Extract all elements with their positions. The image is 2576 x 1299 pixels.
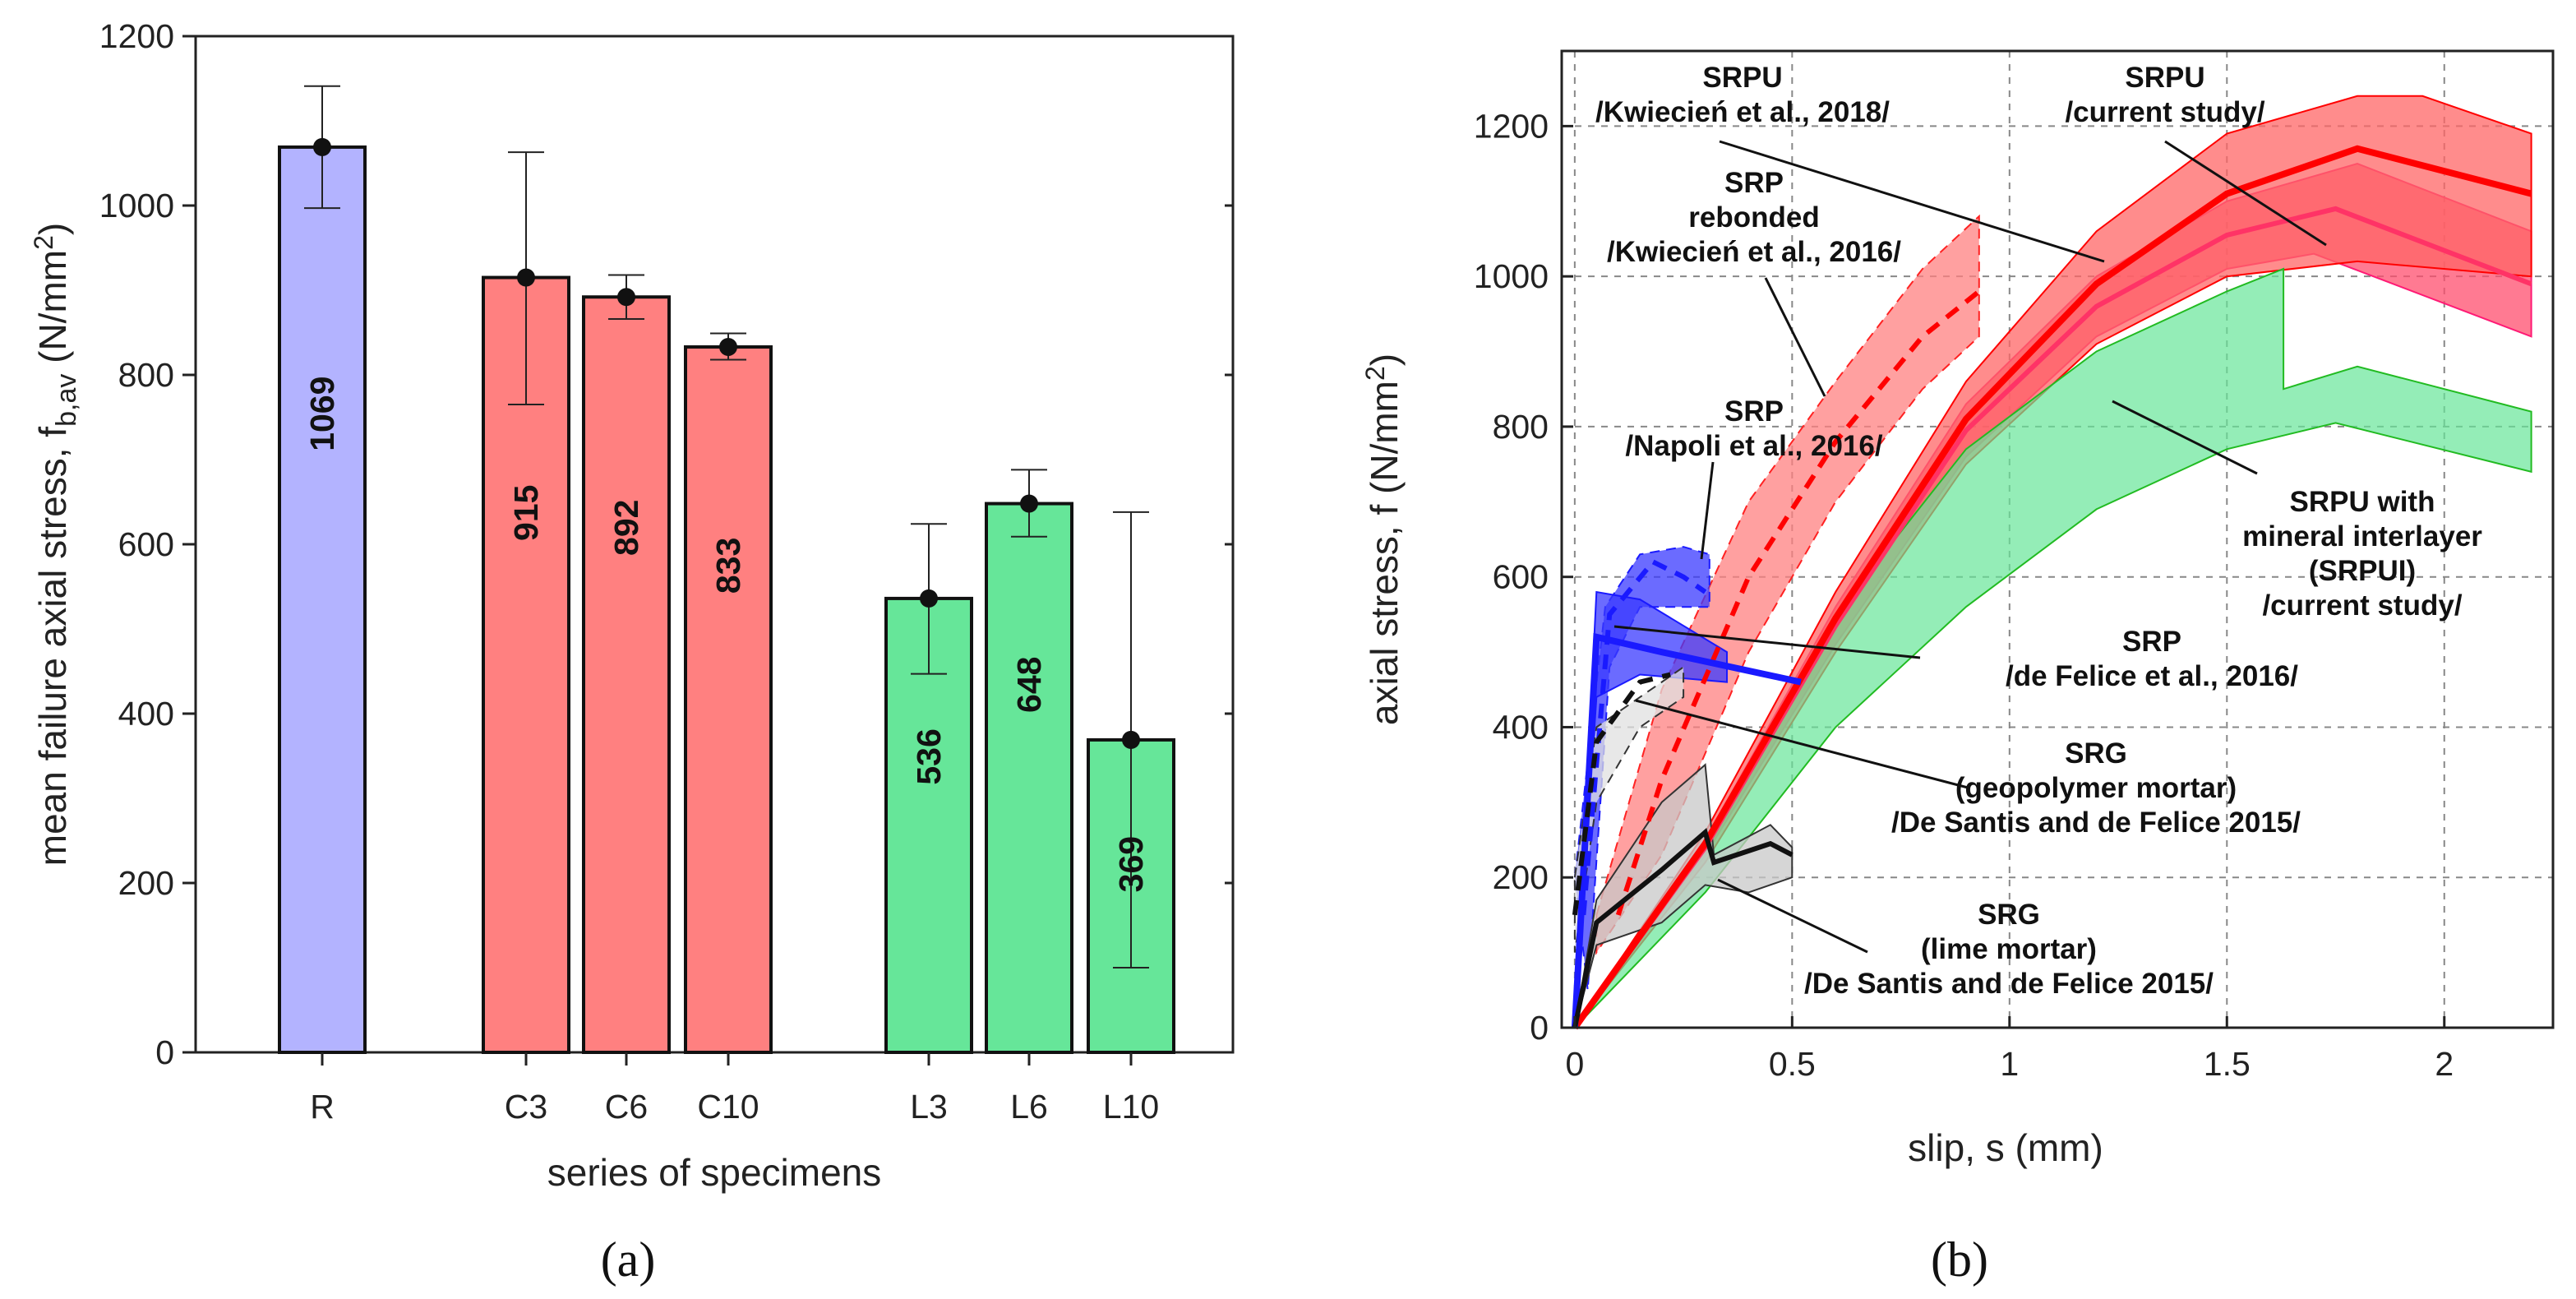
bar-x-axis-title: series of specimens [547, 1151, 882, 1194]
annotation-7-line-0: SRG [1978, 899, 2040, 931]
annotation-6-line-1: (geopolymer mortar) [1955, 772, 2237, 804]
leader-srp-napoli [1700, 461, 1715, 560]
annotation-1-line-0: SRPU [2125, 62, 2204, 94]
leader-srp-defelice [1613, 625, 1921, 659]
bar-y-axis-title: mean failure axial stress, fb,av (N/mm2) [29, 223, 82, 866]
annotation-0-line-0: SRPU [1702, 62, 1782, 94]
envelope-area-2 [1574, 267, 2532, 1029]
curve-y-tick-label: 200 [1493, 858, 1549, 896]
envelope-area-3 [1595, 214, 1980, 955]
annotation-2-line-1: rebonded [1688, 201, 1819, 233]
bar-y-tick-label: 0 [155, 1033, 174, 1071]
leader-srg-lime [1717, 878, 1868, 954]
bar-x-tick-label-C10: C10 [697, 1088, 759, 1126]
mean-point-L10 [1122, 730, 1140, 749]
curve-y-tick-label: 800 [1493, 408, 1549, 446]
mean-point-L3 [920, 589, 938, 608]
bar-C6 [582, 295, 671, 1054]
bar-value-label-R: 1069 [303, 377, 341, 451]
bar-L6 [985, 502, 1073, 1054]
annotation-2-line-2: /Kwiecień et al., 2016/ [1607, 236, 1901, 268]
annotation-4-line-3: /current study/ [2262, 589, 2462, 622]
bar-y-tick-label: 800 [118, 356, 174, 394]
curve-y-tick-label: 1200 [1474, 107, 1549, 145]
annotation-4-line-2: (SRPUI) [2309, 555, 2416, 587]
bar-chart-panel: 1069 915 892 833 536 648 369 0 200 400 600 800 1000… [29, 17, 1235, 1287]
bar-x-tick-label-R: R [310, 1088, 335, 1126]
leader-srg-geopolymer [1635, 699, 1969, 789]
annotation-6-line-2: /De Santis and de Felice 2015/ [1891, 807, 2301, 839]
annotation-7-line-1: (lime mortar) [1921, 933, 2097, 965]
mean-curve-1 [1572, 145, 2532, 1030]
curve-y-axis-title: axial stress, f (N/mm2) [1360, 354, 1406, 725]
curve-x-tick-label: 1.5 [2204, 1045, 2251, 1083]
curve-y-tick-label: 1000 [1474, 257, 1549, 295]
envelope-area-7 [1573, 763, 1794, 1029]
annotation-3-line-1: /Napoli et al., 2016/ [1625, 430, 1882, 462]
bar-R [278, 145, 367, 1054]
curve-y-tick-label: 400 [1493, 708, 1549, 746]
curve-y-tick-label: 600 [1493, 558, 1549, 596]
annotation-7-line-2: /De Santis and de Felice 2015/ [1804, 968, 2214, 1000]
curve-y-tick-label: 0 [1530, 1009, 1549, 1047]
annotation-5-line-0: SRP [2122, 626, 2181, 658]
curve-x-tick-label: 2 [2435, 1045, 2454, 1083]
annotation-0-line-1: /Kwiecień et al., 2018/ [1595, 96, 1890, 128]
bar-value-label-L3: 536 [910, 728, 948, 784]
bar-value-label-C10: 833 [709, 538, 747, 594]
mean-point-C6 [617, 288, 635, 307]
annotation-4-line-1: mineral interlayer [2242, 520, 2482, 552]
mean-point-C10 [719, 338, 737, 357]
curve-x-axis-title: slip, s (mm) [1908, 1126, 2103, 1169]
annotation-6-line-0: SRG [2065, 737, 2127, 770]
leader-srpui [2112, 400, 2258, 475]
bar-x-tick-label-L3: L3 [910, 1088, 948, 1126]
mean-point-L6 [1020, 494, 1038, 513]
leader-srp-rebonded [1764, 277, 1826, 397]
mean-curve-3 [1615, 289, 1981, 916]
annotation-5-line-1: /de Felice et al., 2016/ [2006, 660, 2298, 692]
bar-x-tick-label-C3: C3 [505, 1088, 547, 1126]
bar-x-tick-label-L6: L6 [1010, 1088, 1048, 1126]
bar-y-tick-label: 1000 [99, 187, 174, 224]
slip-curve-panel: 0 200 400 600 800 1000 1200 0 0.5 1 1.5 2 SRPU/Kwi… [1360, 49, 2555, 1287]
bar-C10 [684, 345, 773, 1054]
curve-x-tick-label: 0 [1565, 1045, 1584, 1083]
leader-srpu-2018 [1719, 140, 2105, 263]
annotation-3-line-0: SRP [1724, 395, 1784, 428]
annotation-4-line-0: SRPU with [2290, 486, 2435, 518]
mean-curve-4 [1581, 558, 1707, 916]
bar-y-tick-label: 200 [118, 864, 174, 902]
curve-x-tick-label: 1 [2000, 1045, 2019, 1083]
mean-curve-7 [1572, 828, 1794, 1029]
bar-value-label-C3: 915 [507, 485, 545, 541]
mean-point-C3 [517, 268, 535, 287]
mean-point-R [313, 137, 331, 156]
panel-label-b: (b) [1931, 1232, 1988, 1287]
bar-y-tick-label: 400 [118, 695, 174, 733]
mean-curve-6 [1572, 672, 1671, 916]
bar-x-tick-label-C6: C6 [605, 1088, 648, 1126]
leader-srpu-current [2164, 140, 2327, 247]
bar-x-tick-label-L10: L10 [1103, 1088, 1159, 1126]
bar-value-label-L10: 369 [1112, 836, 1150, 892]
bar-y-tick-label: 1200 [99, 17, 174, 55]
bar-value-label-C6: 892 [607, 500, 645, 556]
bar-value-label-L6: 648 [1010, 657, 1048, 713]
bar-y-tick-label: 600 [118, 525, 174, 563]
annotation-2-line-0: SRP [1724, 167, 1784, 199]
curve-plot-frame [1560, 49, 2555, 1029]
panel-label-a: (a) [601, 1232, 656, 1287]
curve-x-tick-label: 0.5 [1769, 1045, 1816, 1083]
bar-C3 [482, 275, 570, 1054]
annotation-1-line-1: /current study/ [2065, 96, 2264, 128]
